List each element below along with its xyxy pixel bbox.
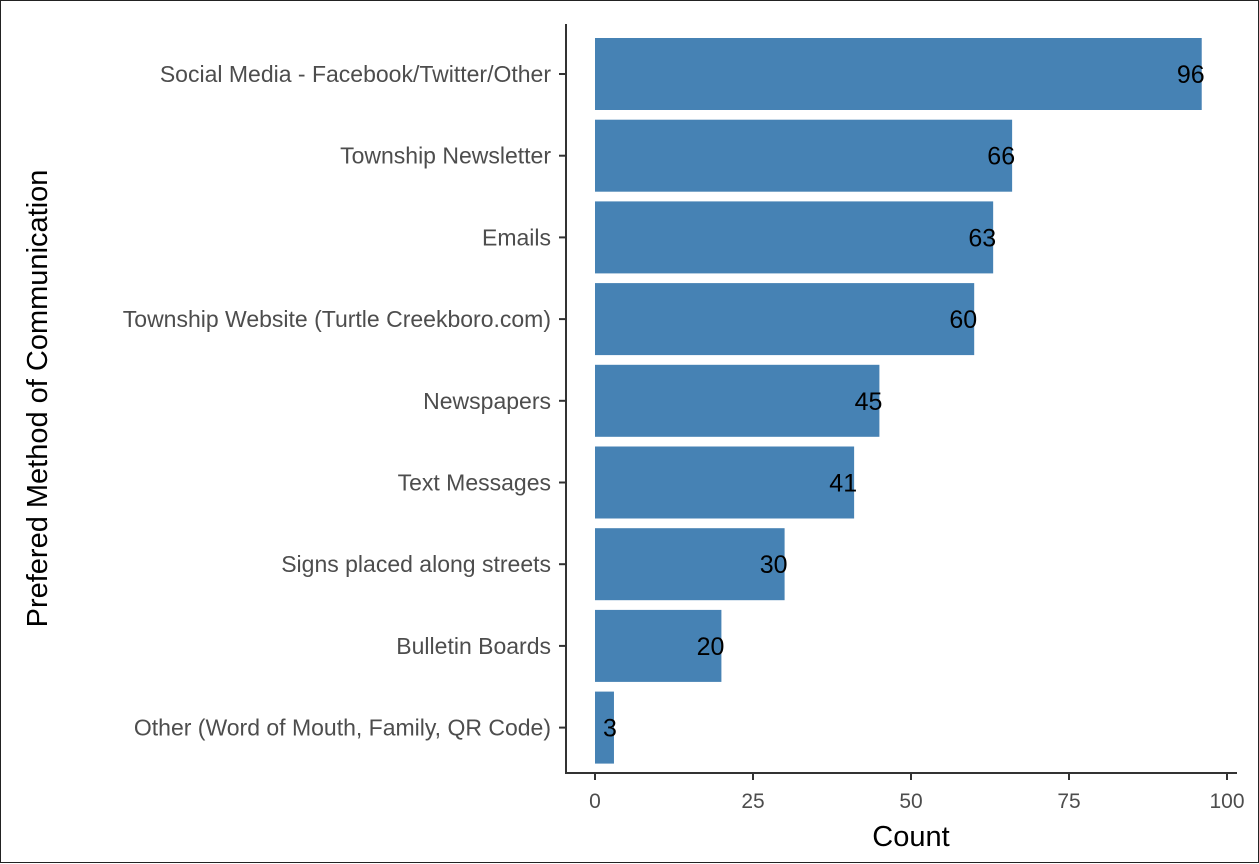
bars-group	[595, 38, 1202, 764]
category-label-signs-placed-along-streets: Signs placed along streets	[281, 551, 551, 577]
data-labels-group: 96 66 63 60 45 41 30 20 3	[603, 61, 1205, 743]
category-label-social-media-facebook-twitter-other: Social Media - Facebook/Twitter/Other	[160, 61, 551, 87]
bar-other-word-of-mouth-family-qr-code	[595, 691, 614, 764]
bar-text-messages	[595, 446, 855, 519]
bar-emails	[595, 201, 994, 274]
bar-social-media-facebook-twitter-other	[595, 38, 1202, 110]
y-axis	[559, 24, 567, 774]
category-label-bulletin-boards: Bulletin Boards	[396, 633, 551, 659]
x-axis-title: Count	[872, 821, 949, 853]
data-label-signs-placed-along-streets: 30	[760, 551, 788, 579]
data-label-newspapers: 45	[855, 388, 883, 416]
data-label-emails: 63	[968, 224, 996, 252]
bar-signs-placed-along-streets	[595, 528, 785, 601]
data-label-social-media-facebook-twitter-other: 96	[1177, 61, 1205, 89]
y-axis-title: Prefered Method of Communication	[22, 170, 54, 628]
category-label-emails: Emails	[482, 224, 551, 250]
x-tick-label-100: 100	[1209, 790, 1244, 813]
category-labels: Social Media - Facebook/Twitter/Other Tow…	[123, 61, 552, 741]
data-label-township-website-turtle-creekboro-com: 60	[949, 306, 977, 334]
data-label-township-newsletter: 66	[987, 143, 1015, 171]
data-label-text-messages: 41	[829, 470, 857, 498]
category-label-other-word-of-mouth-family-qr-code: Other (Word of Mouth, Family, QR Code)	[134, 715, 551, 741]
bar-township-website-turtle-creekboro-com	[595, 283, 975, 356]
category-label-newspapers: Newspapers	[423, 388, 551, 414]
x-tick-label-25: 25	[741, 790, 764, 813]
data-label-other-word-of-mouth-family-qr-code: 3	[603, 715, 617, 743]
category-label-text-messages: Text Messages	[398, 470, 551, 496]
x-tick-label-0: 0	[589, 790, 601, 813]
category-label-township-website-turtle-creekboro-com: Township Website (Turtle Creekboro.com)	[123, 306, 551, 332]
bar-newspapers	[595, 364, 880, 437]
category-label-township-newsletter: Township Newsletter	[340, 143, 551, 169]
x-ticks: 0 25 50 75 100	[589, 773, 1245, 813]
bar-township-newsletter	[595, 119, 1013, 192]
x-tick-label-50: 50	[899, 790, 922, 813]
data-label-bulletin-boards: 20	[697, 633, 725, 661]
x-tick-label-75: 75	[1057, 790, 1080, 813]
bar-bulletin-boards	[595, 609, 722, 682]
